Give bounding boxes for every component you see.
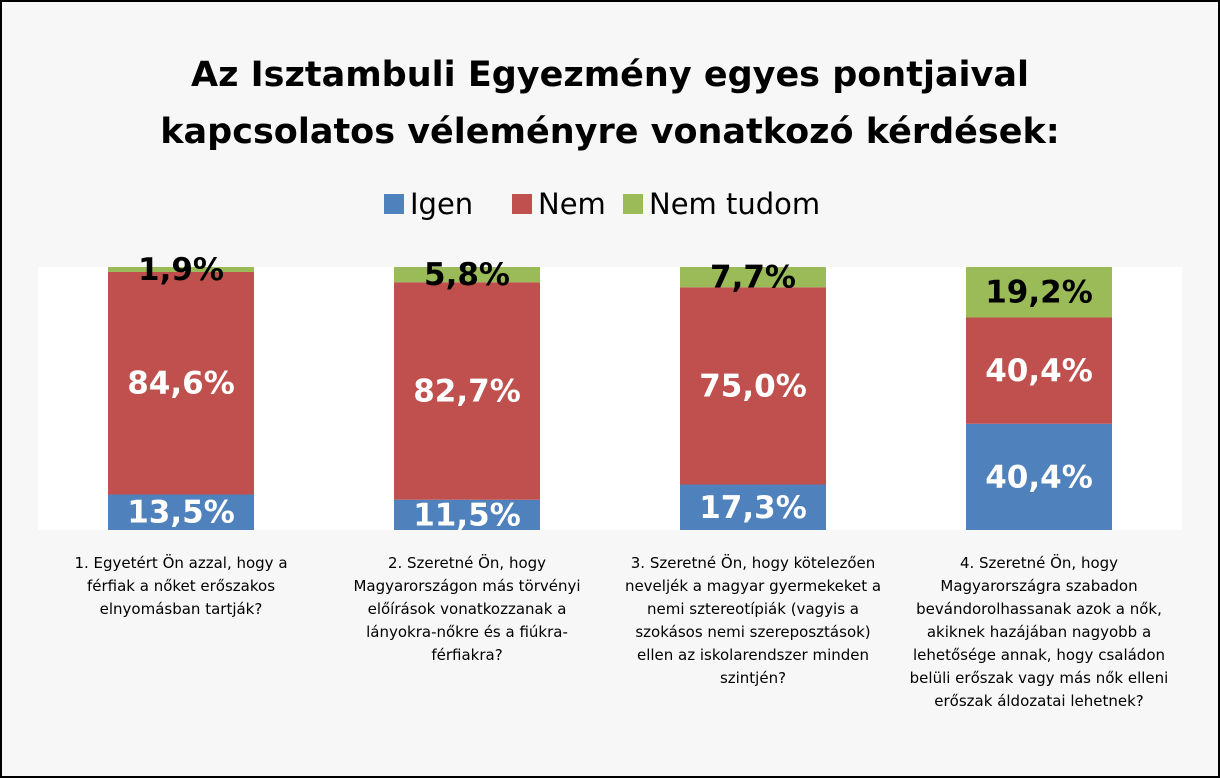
bar-segment	[394, 282, 540, 500]
legend-label: Nem	[538, 187, 606, 221]
data-label: 11,5%	[413, 497, 521, 533]
bar-segment	[680, 287, 826, 485]
category-label: 3. Szeretné Ön, hogy kötelezően neveljék…	[624, 554, 882, 687]
legend-swatch	[623, 194, 643, 214]
data-label: 5,8%	[424, 257, 510, 293]
category-label: 2. Szeretné Ön, hogy Magyarországon más …	[353, 554, 581, 664]
data-label: 1,9%	[138, 252, 224, 288]
data-label: 13,5%	[127, 495, 235, 531]
bar-segment	[108, 494, 254, 530]
legend-label: Igen	[410, 187, 473, 221]
legend-swatch	[512, 194, 532, 214]
bar-segment	[966, 317, 1112, 424]
data-label: 82,7%	[413, 374, 521, 410]
bar-segment	[680, 267, 826, 288]
data-label: 75,0%	[699, 368, 807, 404]
data-label: 17,3%	[699, 490, 807, 526]
data-label: 40,4%	[985, 353, 1093, 389]
bar-segment	[108, 267, 254, 272]
legend-label: Nem tudom	[649, 187, 820, 221]
bar-segment	[108, 271, 254, 495]
bar-segment	[394, 499, 540, 530]
data-label: 19,2%	[985, 275, 1093, 311]
data-label: 40,4%	[985, 459, 1093, 495]
chart-title: Az Isztambuli Egyezmény egyes pontjaival…	[160, 55, 1059, 152]
category-label: 1. Egyetért Ön azzal, hogy a férfiak a n…	[74, 554, 288, 618]
data-label: 84,6%	[127, 366, 235, 402]
bar-segment	[680, 484, 826, 530]
category-label: 4. Szeretné Ön, hogy Magyarországra szab…	[909, 554, 1169, 710]
bar-segment	[394, 267, 540, 283]
bar-segment	[966, 423, 1112, 530]
bar-segment	[966, 267, 1112, 318]
data-label: 7,7%	[710, 260, 796, 296]
legend-swatch	[384, 194, 404, 214]
